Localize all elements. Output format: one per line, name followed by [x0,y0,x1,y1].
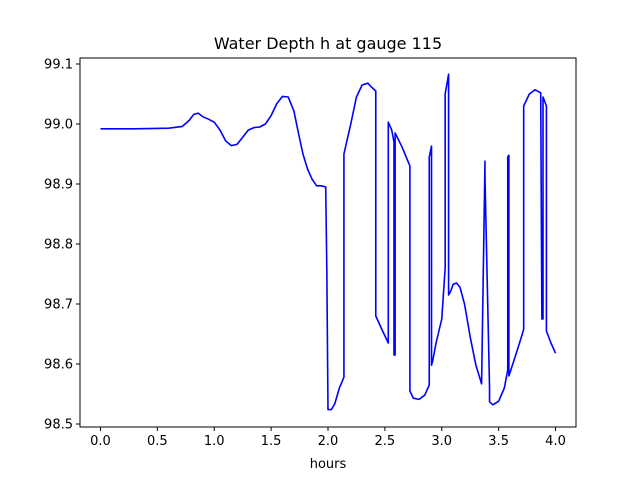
y-tick-label: 98.6 [44,358,73,373]
chart-title: Water Depth h at gauge 115 [214,34,442,53]
x-tick-label: 1.5 [261,434,282,449]
series-line-0 [100,73,557,411]
x-tick-label: 1.0 [204,434,225,449]
x-tick-label: 0.0 [90,434,111,449]
y-tick-label: 98.7 [44,298,73,313]
x-tick-label: 3.5 [488,434,509,449]
y-tick-label: 99.1 [44,58,73,73]
y-tick-label: 98.5 [44,418,73,433]
x-axis-label: hours [310,457,347,472]
y-tick-label: 99.0 [44,118,73,133]
x-tick-label: 0.5 [147,434,168,449]
x-tick-label: 3.0 [431,434,452,449]
y-tick-label: 98.8 [44,238,73,253]
y-tick-label: 98.9 [44,178,73,193]
x-tick-label: 2.5 [375,434,396,449]
x-tick-label: 4.0 [545,434,566,449]
x-tick-label: 2.0 [318,434,339,449]
